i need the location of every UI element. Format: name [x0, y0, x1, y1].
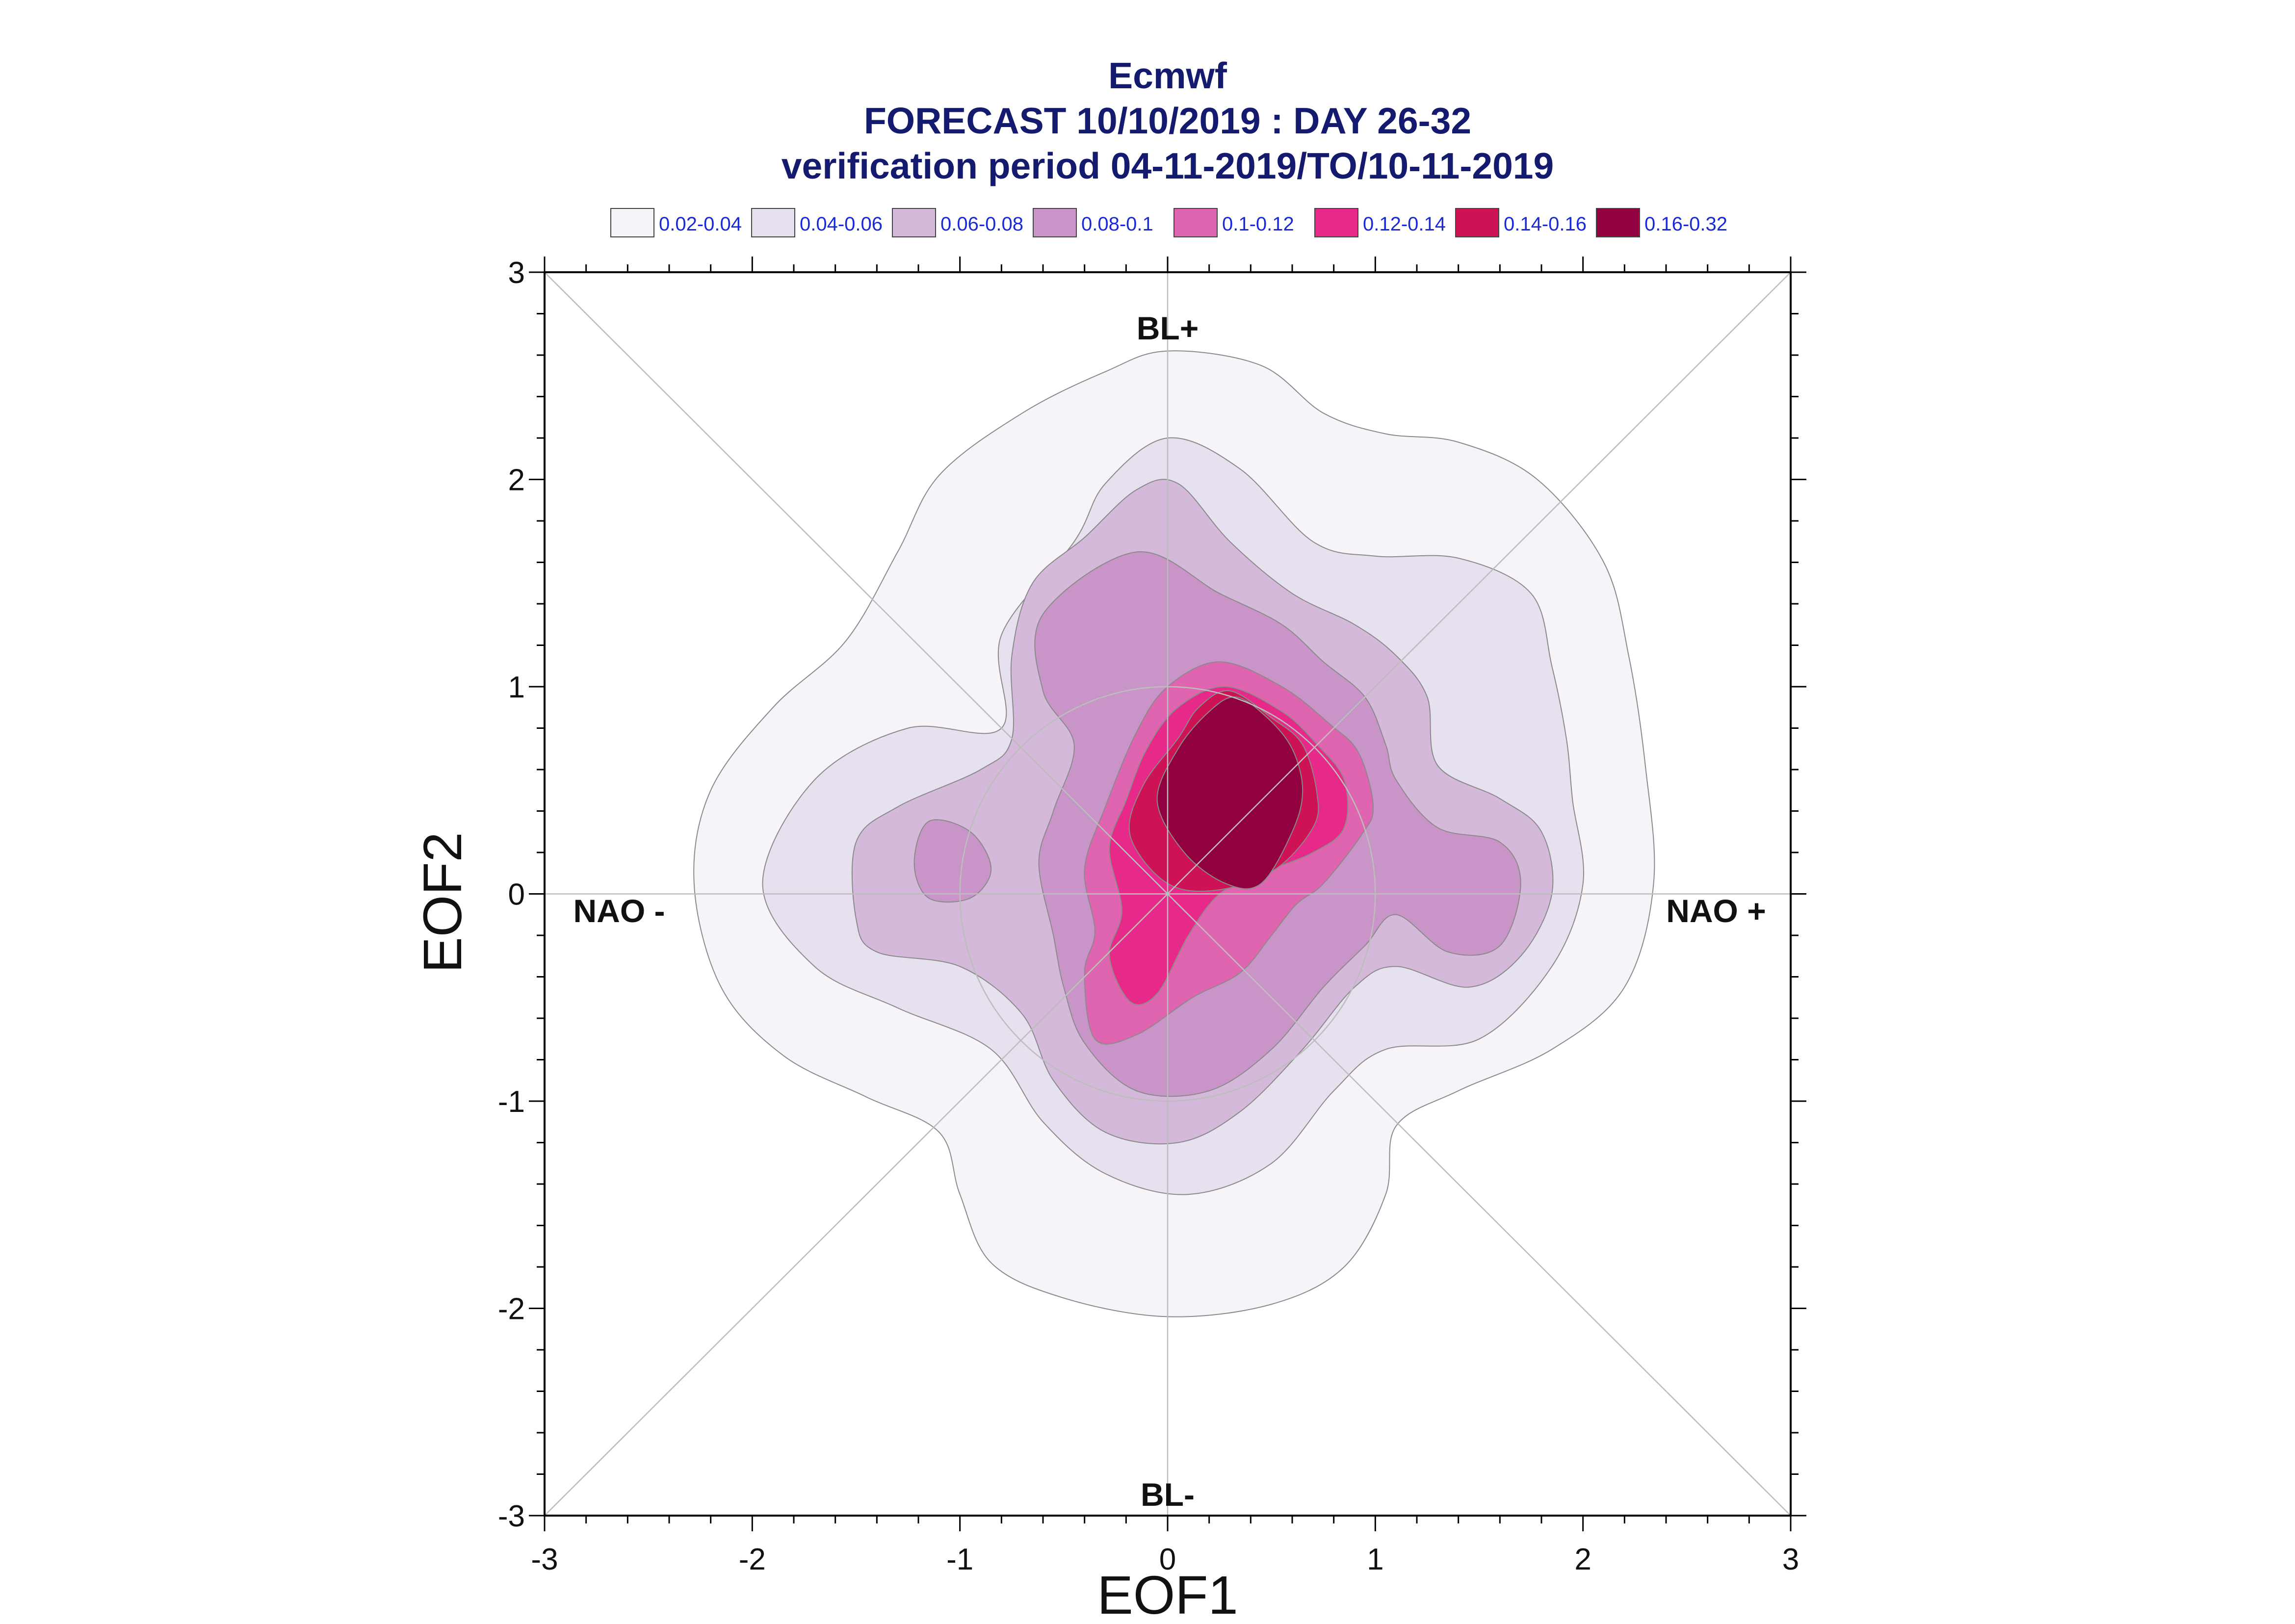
regime-label-nao-minus: NAO -	[574, 893, 665, 929]
legend-swatch	[1455, 208, 1499, 237]
density-contour-0p16-0p32	[1156, 696, 1304, 890]
legend-label: 0.04-0.06	[800, 213, 883, 235]
density-contour-0p08-0p1	[913, 819, 992, 903]
y-tick-label: 3	[508, 256, 525, 290]
y-axis-title: EOF2	[413, 832, 473, 973]
regime-guide-lines	[544, 272, 1791, 1516]
reference-circle	[959, 686, 1376, 1102]
x-tick-label: -2	[739, 1543, 766, 1576]
x-tick-label: 0	[1159, 1543, 1176, 1576]
x-tick-label: 3	[1782, 1543, 1799, 1576]
title-line-3: verification period 04-11-2019/TO/10-11-…	[782, 145, 1554, 186]
color-legend: 0.02-0.04 0.04-0.06 0.06-0.08 0.08-0.1 0.1-0…	[610, 208, 1727, 237]
axis-tick-labels: -3 -2 -1 0 1 2 3 -3 -2 -1 0 1 2 3	[498, 256, 1799, 1576]
axis-ticks	[529, 257, 1806, 1531]
legend-label: 0.02-0.04	[659, 213, 742, 235]
legend-label: 0.16-0.32	[1644, 213, 1727, 235]
legend-label: 0.1-0.12	[1222, 213, 1294, 235]
x-tick-label: -3	[531, 1543, 558, 1576]
legend-label: 0.12-0.14	[1363, 213, 1446, 235]
legend-label: 0.14-0.16	[1504, 213, 1587, 235]
density-contours	[693, 350, 1655, 1317]
legend-swatch	[1033, 208, 1077, 237]
title-line-1: Ecmwf	[1108, 55, 1227, 96]
y-tick-label: -2	[498, 1292, 525, 1326]
chart-title: Ecmwf FORECAST 10/10/2019 : DAY 26-32 ve…	[782, 55, 1554, 186]
legend-swatch	[610, 208, 654, 237]
y-tick-label: 0	[508, 878, 525, 912]
regime-labels: BL+ BL- NAO - NAO +	[574, 310, 1766, 1513]
regime-label-bl-minus: BL-	[1141, 1476, 1195, 1513]
legend-label: 0.08-0.1	[1081, 213, 1153, 235]
y-tick-label: -1	[498, 1085, 525, 1119]
title-line-2: FORECAST 10/10/2019 : DAY 26-32	[864, 100, 1471, 141]
x-tick-label: 2	[1574, 1543, 1591, 1576]
legend-swatch	[1174, 208, 1218, 237]
y-tick-label: 1	[508, 670, 525, 704]
legend-swatch	[1314, 208, 1358, 237]
plot-area: -3 -2 -1 0 1 2 3 -3 -2 -1 0 1 2 3	[498, 256, 1806, 1576]
legend-label: 0.06-0.08	[940, 213, 1023, 235]
legend-swatch	[1596, 208, 1640, 237]
regime-label-bl-plus: BL+	[1137, 310, 1199, 346]
legend-swatch	[751, 208, 795, 237]
x-tick-label: 1	[1367, 1543, 1383, 1576]
regime-label-nao-plus: NAO +	[1666, 893, 1766, 929]
legend-swatch	[892, 208, 936, 237]
y-tick-label: -3	[498, 1499, 525, 1533]
x-tick-label: -1	[946, 1543, 973, 1576]
y-tick-label: 2	[508, 464, 525, 497]
x-axis-title: EOF1	[1097, 1565, 1238, 1624]
